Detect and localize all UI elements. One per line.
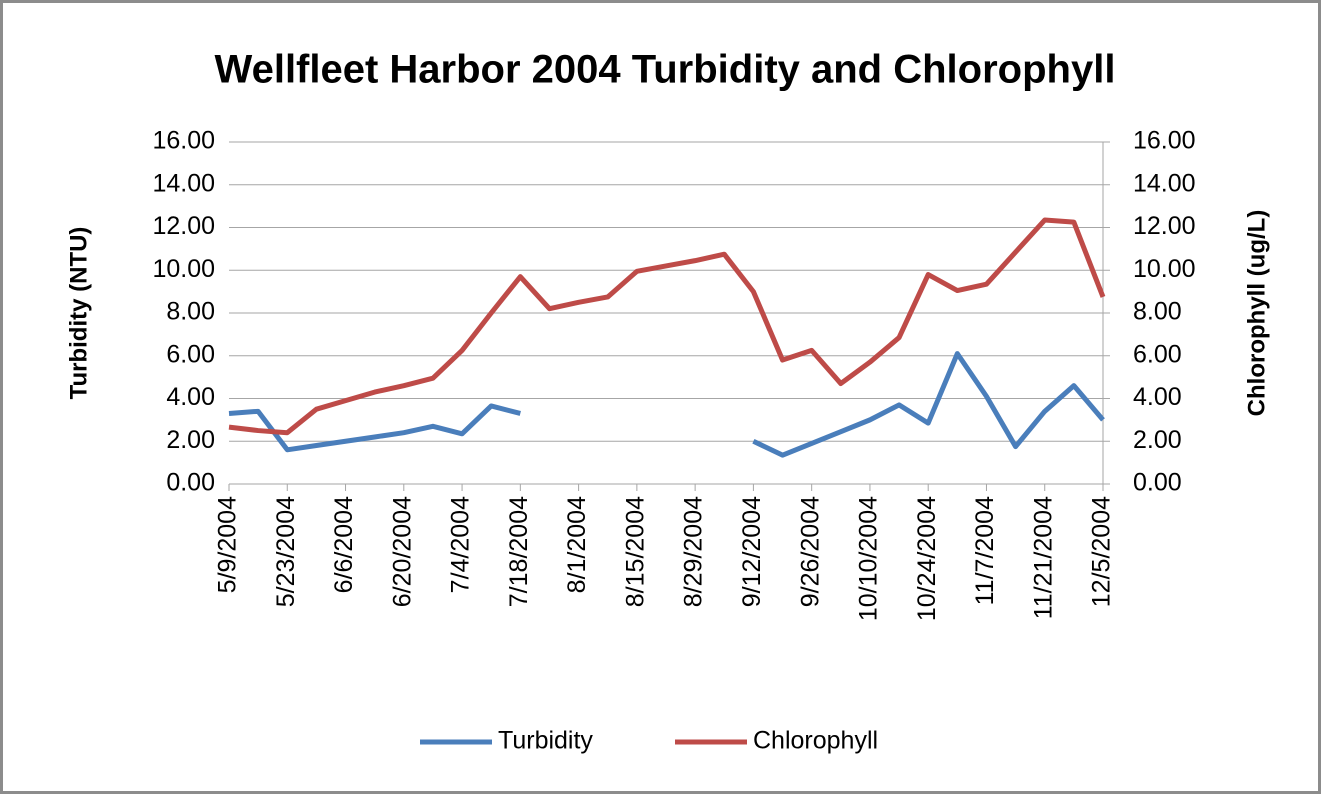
x-tick-label: 8/29/2004 [680, 496, 708, 607]
series-line [228, 351, 1105, 458]
x-tick-label: 12/5/2004 [1088, 496, 1116, 607]
legend-label: Turbidity [498, 727, 593, 755]
y2-tick-label: 8.00 [1133, 298, 1182, 326]
x-tick-label: 6/6/2004 [330, 496, 358, 593]
y2-tick-label: 2.00 [1133, 426, 1182, 454]
x-tick-label: 11/7/2004 [971, 496, 999, 605]
legend-label: Chlorophyll [753, 727, 878, 755]
x-tick-label: 8/1/2004 [563, 496, 591, 593]
x-tick-label: 7/4/2004 [447, 496, 475, 593]
y-tick-label: 4.00 [166, 383, 215, 411]
x-tick-label: 9/12/2004 [738, 496, 766, 607]
x-tick-label: 5/23/2004 [272, 496, 300, 607]
y2-tick-label: 12.00 [1133, 212, 1196, 240]
y2-tick-label: 10.00 [1133, 255, 1196, 283]
y-tick-label: 2.00 [166, 426, 215, 454]
y-tick-label: 10.00 [152, 255, 215, 283]
x-tick-label: 9/26/2004 [796, 496, 824, 607]
y-tick-label: 12.00 [152, 212, 215, 240]
y-tick-label: 6.00 [166, 340, 215, 368]
y-tick-label: 8.00 [166, 298, 215, 326]
y-tick-label: 16.00 [152, 127, 215, 155]
y2-tick-label: 14.00 [1133, 169, 1196, 197]
series-line [228, 217, 1106, 436]
y-axis-title: Turbidity (NTU) [65, 227, 92, 400]
x-tick-label: 10/24/2004 [913, 496, 941, 621]
x-tick-label: 8/15/2004 [621, 496, 649, 607]
y2-tick-label: 16.00 [1133, 127, 1196, 155]
x-tick-label: 7/18/2004 [505, 496, 533, 607]
y2-tick-label: 4.00 [1133, 383, 1182, 411]
x-tick-label: 5/9/2004 [214, 496, 242, 593]
y2-axis-title: Chlorophyll (ug/L) [1243, 210, 1270, 417]
y2-tick-label: 0.00 [1133, 469, 1182, 497]
y-tick-label: 0.00 [166, 469, 215, 497]
chart-title: Wellfleet Harbor 2004 Turbidity and Chlo… [215, 48, 1116, 92]
x-tick-label: 6/20/2004 [388, 496, 416, 607]
y-tick-label: 14.00 [152, 169, 215, 197]
y2-tick-label: 6.00 [1133, 340, 1182, 368]
x-tick-label: 11/21/2004 [1029, 496, 1057, 619]
x-tick-label: 10/10/2004 [855, 496, 883, 621]
